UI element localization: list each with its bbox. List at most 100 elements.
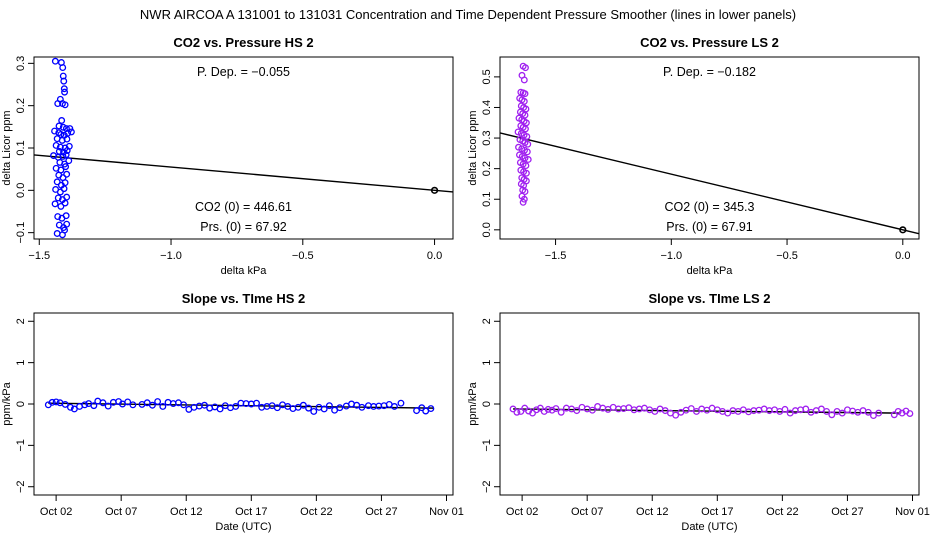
data-point [63, 135, 71, 143]
data-point [524, 140, 532, 148]
data-point [305, 404, 313, 412]
data-point [557, 408, 565, 416]
data-point [672, 411, 680, 419]
data-point [817, 405, 825, 413]
data-point [397, 399, 405, 407]
y-axis-label: delta Licor ppm [1, 110, 13, 185]
data-point [180, 401, 188, 409]
data-point [310, 407, 318, 415]
data-point [54, 194, 62, 202]
data-point [520, 195, 528, 203]
data-point [56, 143, 64, 151]
data-point [890, 411, 898, 419]
data-point [273, 404, 281, 412]
data-point [517, 407, 525, 415]
plot-area [509, 403, 914, 420]
data-point [573, 407, 581, 415]
data-point [828, 411, 836, 419]
y-tick-label: −1 [15, 439, 27, 452]
data-point [390, 403, 398, 410]
data-point [61, 199, 69, 207]
data-point [870, 412, 877, 420]
fit-line [500, 132, 919, 235]
data-point [588, 406, 596, 414]
pressure-zero-label: Prs. (0) = 67.92 [200, 220, 287, 234]
data-point [520, 182, 528, 189]
y-tick-label: 0.2 [15, 98, 27, 113]
data-point [59, 123, 67, 131]
y-tick-label: 1 [15, 360, 27, 366]
x-tick-label: −0.5 [776, 250, 798, 262]
data-point [838, 409, 846, 417]
x-axis-label: Date (UTC) [215, 521, 271, 533]
data-point [823, 407, 831, 415]
x-axis-label: delta kPa [687, 265, 734, 277]
co2-zero-label: CO2 (0) = 345.3 [665, 200, 755, 214]
plot-frame [499, 56, 920, 240]
data-point [57, 202, 65, 210]
y-axis-label: ppm/kPa [1, 381, 13, 425]
data-point [61, 226, 69, 234]
data-point [661, 407, 669, 415]
data-point [802, 405, 810, 413]
y-axis-label: ppm/kPa [467, 381, 479, 425]
x-tick-label: 0.0 [895, 250, 910, 262]
x-axis-label: delta kPa [221, 265, 268, 277]
co2-zero-label: CO2 (0) = 446.61 [195, 200, 292, 214]
data-point [232, 403, 240, 410]
y-tick-label: 0.2 [481, 161, 493, 176]
data-point [63, 220, 71, 228]
data-point [522, 64, 529, 72]
pressure-zero-label: Prs. (0) = 67.91 [666, 220, 753, 234]
data-point [52, 142, 60, 149]
y-tick-label: 0.1 [15, 140, 27, 155]
plot-frame [33, 312, 454, 496]
zero-point [430, 186, 439, 194]
data-point [61, 101, 69, 109]
data-point [63, 147, 71, 154]
data-point [724, 409, 732, 417]
data-point [154, 398, 162, 405]
data-point [523, 148, 531, 156]
x-tick-label: −1.5 [545, 250, 567, 262]
data-point [336, 404, 344, 412]
data-point [51, 200, 59, 208]
data-point [520, 76, 528, 84]
data-point [519, 198, 527, 206]
x-tick-label: Oct 12 [170, 506, 202, 518]
x-tick-label: −1.0 [660, 250, 682, 262]
data-point [148, 401, 156, 409]
data-point [544, 405, 552, 413]
data-point [53, 178, 61, 186]
panel-co2-pressure-hs: CO2 vs. Pressure HS 2 −1.5 −1.0 −0.5 0.0 −0.1… [1, 35, 454, 277]
data-point [62, 151, 70, 159]
data-point [104, 402, 112, 410]
x-tick-label: Oct 07 [571, 506, 603, 518]
y-tick-label: 0 [481, 401, 493, 407]
data-point [523, 133, 531, 140]
plot-area [34, 57, 453, 239]
data-point [536, 404, 544, 412]
data-point [90, 402, 98, 410]
data-point [58, 117, 66, 124]
data-point [693, 407, 700, 415]
data-point [358, 403, 366, 411]
panel-title: CO2 vs. Pressure LS 2 [640, 35, 779, 50]
y-axis-label: delta Licor ppm [467, 110, 479, 185]
y-tick-label: 0.4 [481, 100, 493, 115]
data-point [52, 398, 60, 406]
x-tick-label: Oct 22 [766, 506, 798, 518]
data-point [54, 100, 62, 108]
plot-frame [499, 312, 920, 496]
y-tick-label: 2 [481, 318, 493, 324]
data-point [62, 163, 70, 171]
y-tick-label: 2 [15, 318, 27, 324]
x-tick-label: Oct 27 [831, 506, 863, 518]
data-point [515, 143, 522, 151]
y-tick-label: 0.1 [481, 192, 493, 207]
panel-co2-pressure-ls: CO2 vs. Pressure LS 2 −1.5 −1.0 −0.5 0.0 0.0 0… [467, 35, 920, 277]
x-tick-label: 0.0 [427, 250, 442, 262]
panel-slope-time-hs: Slope vs. TIme HS 2 Oct 02 Oct 07 Oct 12 Oct… [1, 291, 464, 533]
data-point [51, 127, 59, 135]
zero-point [899, 226, 907, 234]
